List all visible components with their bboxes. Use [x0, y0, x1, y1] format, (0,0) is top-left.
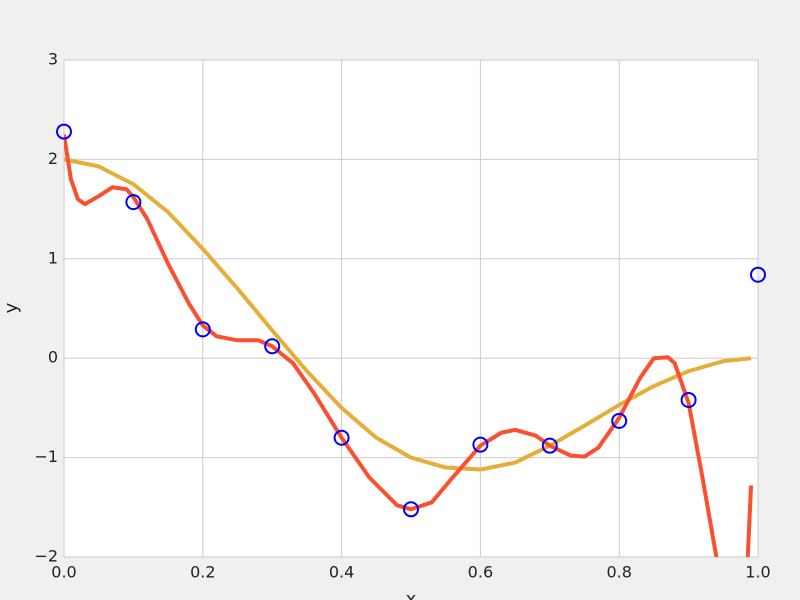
- x-tick-label: 0.8: [606, 563, 631, 582]
- data-point: [680, 391, 697, 408]
- y-tick-label: 2: [48, 149, 58, 168]
- markers: [56, 123, 766, 518]
- data-point: [611, 412, 628, 429]
- line-series: [64, 157, 752, 472]
- plot-area: [64, 60, 758, 557]
- data-point: [333, 429, 350, 446]
- data-point: [264, 338, 281, 355]
- data-point: [750, 266, 766, 283]
- y-axis-label: y: [1, 302, 22, 313]
- x-tick-label: 1.0: [745, 563, 770, 582]
- x-tick-label: 0.2: [190, 563, 215, 582]
- y-tick-label: 1: [48, 248, 58, 267]
- data-point: [194, 321, 211, 338]
- y-tick-label: 3: [48, 50, 58, 69]
- data-point: [541, 437, 558, 454]
- y-tick-label: −1: [34, 447, 58, 466]
- data-point: [56, 123, 72, 140]
- line-series: [64, 134, 754, 557]
- x-axis-label: x: [406, 589, 417, 600]
- grid: [63, 59, 759, 558]
- y-tick-label: 0: [48, 348, 58, 367]
- x-tick-label: 0.4: [329, 563, 354, 582]
- data-point: [125, 194, 142, 211]
- x-tick-label: 0.0: [51, 563, 76, 582]
- data-point: [403, 501, 419, 518]
- data-point: [472, 436, 489, 453]
- curves: [64, 134, 754, 557]
- x-tick-label: 0.6: [468, 563, 493, 582]
- y-tick-label: −2: [34, 547, 58, 566]
